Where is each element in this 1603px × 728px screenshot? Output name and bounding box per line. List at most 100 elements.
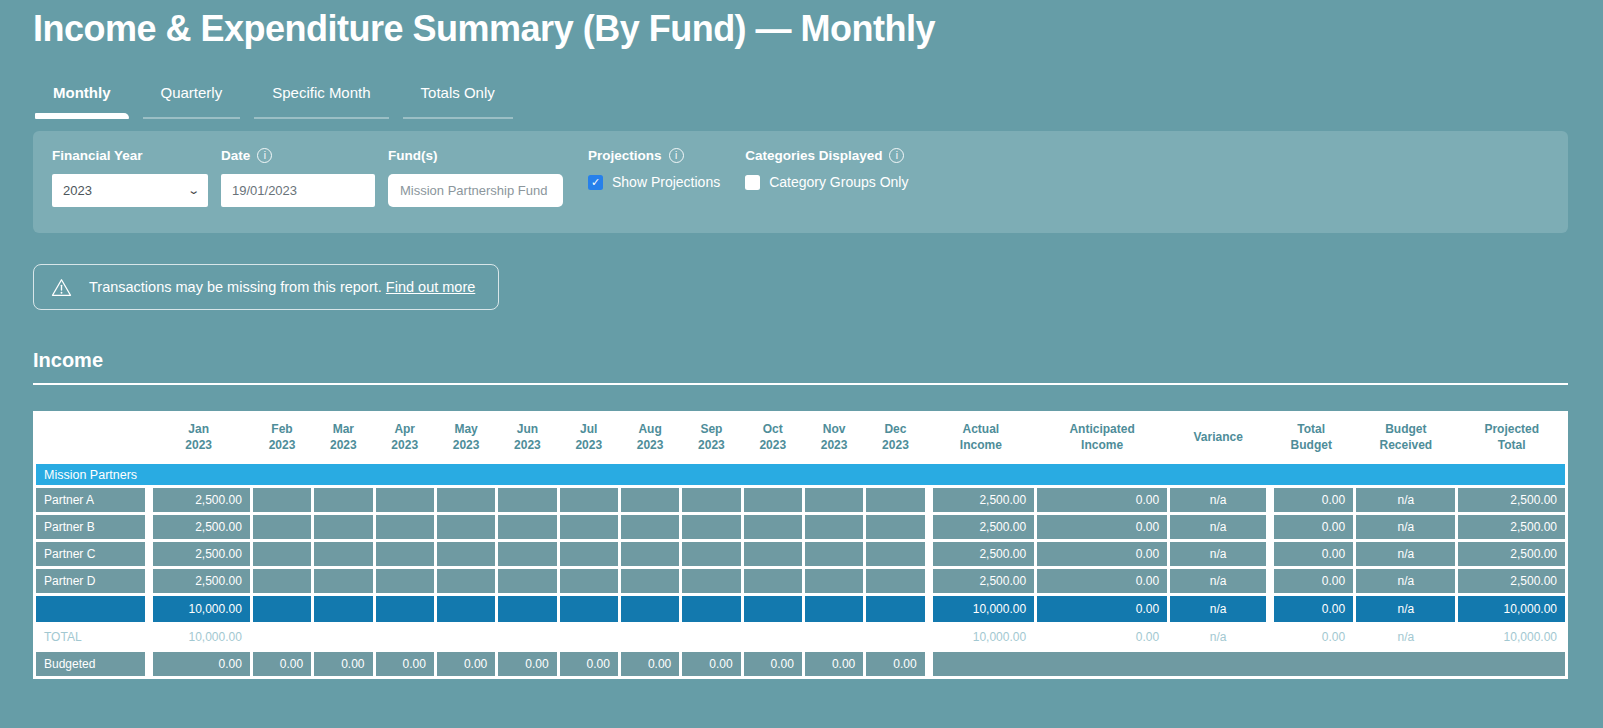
column-header: ProjectedTotal	[1458, 414, 1565, 461]
month-value-cell	[560, 625, 618, 649]
month-value-cell	[744, 569, 802, 593]
tab-monthly[interactable]: Monthly	[33, 76, 131, 119]
month-value-cell: 2,500.00	[148, 542, 250, 566]
month-value-cell	[805, 625, 863, 649]
actual-income-cell: 2,500.00	[928, 488, 1034, 512]
info-icon[interactable]: i	[257, 148, 272, 163]
projected-total-cell: 2,500.00	[1458, 515, 1565, 539]
month-value-cell	[682, 515, 740, 539]
anticipated-income-cell: 0.00	[1037, 569, 1167, 593]
month-value-cell	[560, 542, 618, 566]
month-value-cell	[253, 542, 311, 566]
row-label-cell	[36, 596, 145, 622]
month-value-cell: 0.00	[805, 652, 863, 676]
month-value-cell	[805, 596, 863, 622]
month-value-cell	[314, 542, 372, 566]
row-label-cell: Partner A	[36, 488, 145, 512]
budgeted-row: Budgeted0.000.000.000.000.000.000.000.00…	[36, 652, 1565, 676]
filter-panel: Financial Year 2023 ⌄ Date i Fund(s) Pro…	[33, 131, 1568, 233]
projected-total-cell: 2,500.00	[1458, 542, 1565, 566]
chevron-down-icon: ⌄	[187, 185, 200, 196]
column-header: Aug2023	[621, 414, 679, 461]
column-header-line: Variance	[1172, 429, 1264, 445]
month-value-cell	[621, 488, 679, 512]
anticipated-income-cell: 0.00	[1037, 625, 1167, 649]
column-header-line: Budget	[1271, 437, 1351, 453]
month-value-cell: 0.00	[560, 652, 618, 676]
budget-received-cell: n/a	[1356, 569, 1455, 593]
row-label-cell: Partner B	[36, 515, 145, 539]
month-value-cell: 0.00	[866, 652, 924, 676]
month-value-cell	[682, 542, 740, 566]
info-icon[interactable]: i	[669, 148, 684, 163]
tab-quarterly[interactable]: Quarterly	[141, 76, 243, 119]
column-header: Oct2023	[744, 414, 802, 461]
column-header-line: Income	[930, 437, 1032, 453]
page-title: Income & Expenditure Summary (By Fund) —…	[33, 8, 1568, 50]
column-header: May2023	[437, 414, 495, 461]
column-header: AnticipatedIncome	[1037, 414, 1167, 461]
month-value-cell	[866, 488, 924, 512]
month-value-cell	[253, 488, 311, 512]
table-row: Partner D2,500.002,500.000.00n/a0.00n/a2…	[36, 569, 1565, 593]
variance-cell: n/a	[1170, 596, 1266, 622]
month-value-cell	[437, 596, 495, 622]
show-projections-checkbox-row[interactable]: ✓ Show Projections	[588, 174, 720, 190]
income-table-head: Jan2023Feb2023Mar2023Apr2023May2023Jun20…	[36, 414, 1565, 461]
month-value-cell: 0.00	[682, 652, 740, 676]
financial-year-select[interactable]: 2023 ⌄	[52, 174, 208, 207]
month-value-cell	[498, 569, 556, 593]
month-value-cell: 0.00	[376, 652, 434, 676]
category-groups-only-checkbox[interactable]	[745, 175, 760, 190]
category-groups-only-label: Category Groups Only	[769, 174, 908, 190]
column-header: Nov2023	[805, 414, 863, 461]
income-table-body: Mission PartnersPartner A2,500.002,500.0…	[36, 464, 1565, 676]
month-value-cell	[253, 625, 311, 649]
group-total-row: 10,000.0010,000.000.00n/a0.00n/a10,000.0…	[36, 596, 1565, 622]
budget-received-cell: n/a	[1356, 488, 1455, 512]
info-icon[interactable]: i	[889, 148, 904, 163]
month-value-cell: 0.00	[148, 652, 250, 676]
total-budget-cell: 0.00	[1269, 569, 1353, 593]
column-header-line: Projected	[1460, 421, 1563, 437]
month-value-cell	[314, 596, 372, 622]
variance-cell: n/a	[1170, 515, 1266, 539]
month-value-cell	[498, 596, 556, 622]
column-header: TotalBudget	[1269, 414, 1353, 461]
month-value-cell: 0.00	[437, 652, 495, 676]
financial-year-field: Financial Year 2023 ⌄	[52, 148, 208, 207]
date-label: Date	[221, 148, 250, 163]
month-value-cell	[437, 569, 495, 593]
column-header: Feb2023	[253, 414, 311, 461]
table-row: Partner B2,500.002,500.000.00n/a0.00n/a2…	[36, 515, 1565, 539]
column-header: ActualIncome	[928, 414, 1034, 461]
tab-totals-only[interactable]: Totals Only	[401, 76, 515, 119]
month-value-cell	[376, 569, 434, 593]
category-groups-only-checkbox-row[interactable]: Category Groups Only	[745, 174, 908, 190]
month-value-cell	[437, 542, 495, 566]
month-value-cell	[682, 569, 740, 593]
variance-cell: n/a	[1170, 542, 1266, 566]
column-header-line: Received	[1358, 437, 1453, 453]
month-value-cell: 2,500.00	[148, 515, 250, 539]
month-value-cell	[866, 542, 924, 566]
show-projections-checkbox[interactable]: ✓	[588, 175, 603, 190]
month-value-cell: 2,500.00	[148, 488, 250, 512]
month-value-cell	[437, 625, 495, 649]
date-input[interactable]	[221, 174, 375, 207]
month-value-cell	[744, 625, 802, 649]
column-header-line: Income	[1039, 437, 1165, 453]
column-header-line: 2023	[500, 437, 554, 453]
column-header-line: Anticipated	[1039, 421, 1165, 437]
column-header-line: 2023	[316, 437, 370, 453]
find-out-more-link[interactable]: Find out more	[386, 279, 475, 295]
month-value-cell	[376, 515, 434, 539]
column-header-line: Aug	[623, 421, 677, 437]
month-value-cell	[682, 596, 740, 622]
month-value-cell	[866, 625, 924, 649]
warning-text: Transactions may be missing from this re…	[89, 279, 382, 295]
month-value-cell	[314, 488, 372, 512]
tab-specific-month[interactable]: Specific Month	[252, 76, 390, 119]
anticipated-income-cell: 0.00	[1037, 596, 1167, 622]
funds-input[interactable]	[388, 174, 563, 207]
